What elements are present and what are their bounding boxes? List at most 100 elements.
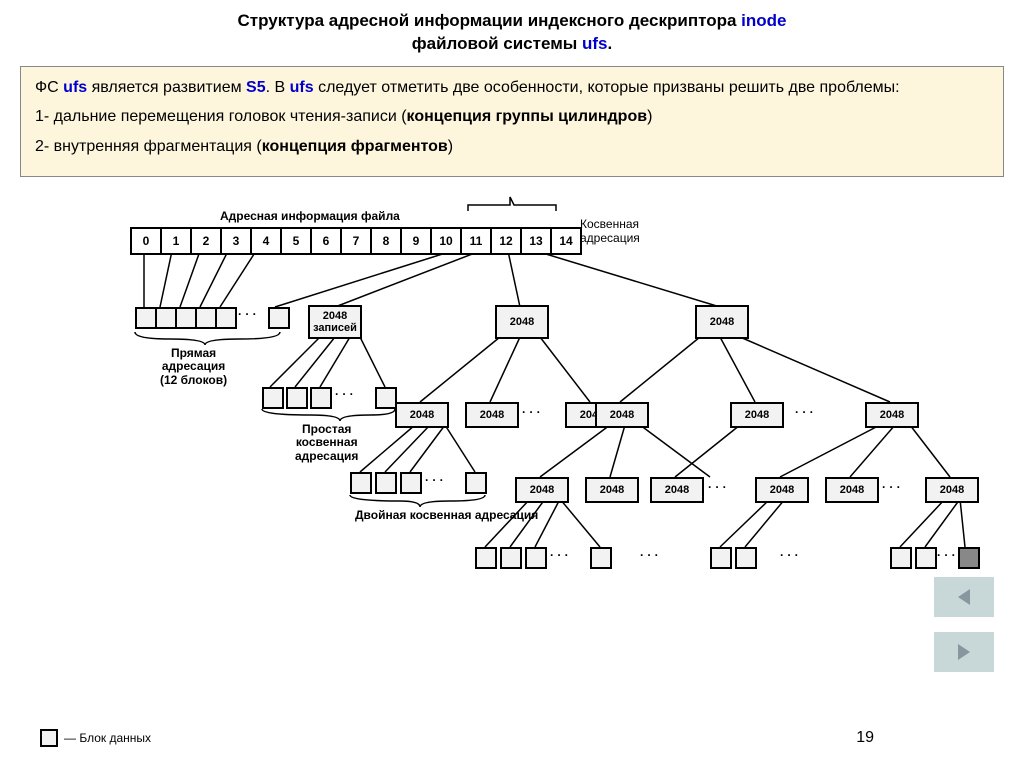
addr-cell: 10	[432, 229, 462, 253]
indirect-label-b: адресация	[580, 231, 640, 245]
slide-title: Структура адресной информации индексного…	[0, 0, 1024, 60]
addr-cell: 0	[132, 229, 162, 253]
data-block	[590, 547, 612, 569]
addr-cell: 2	[192, 229, 222, 253]
dots: · · ·	[640, 548, 659, 562]
data-block	[400, 472, 422, 494]
node-2048: 2048	[695, 305, 749, 339]
double-indirect-label: Двойная косвенная адресация	[355, 509, 538, 523]
dots: · · ·	[550, 548, 569, 562]
info-p1-d: следует отметить две особенности, которы…	[314, 79, 900, 96]
info-p1-a: ФС	[35, 79, 63, 96]
data-block	[710, 547, 732, 569]
title-text-2: файловой системы	[412, 34, 582, 53]
data-block	[350, 472, 372, 494]
dots: · · ·	[937, 548, 956, 562]
data-block	[465, 472, 487, 494]
direct-label: Прямая адресация (12 блоков)	[160, 347, 227, 388]
data-block	[262, 387, 284, 409]
node-2048: 2048	[925, 477, 979, 503]
legend: — Блок данных	[40, 729, 151, 747]
data-block	[375, 472, 397, 494]
next-button[interactable]	[934, 632, 994, 672]
indirect-label: Косвенная адресация	[580, 217, 640, 245]
addr-cell: 7	[342, 229, 372, 253]
address-row: 0 1 2 3 4 5 6 7 8 9 10 11 12 13 14	[130, 227, 582, 255]
data-block	[215, 307, 237, 329]
info-p1-b: является развитием	[87, 79, 246, 96]
node-2048: 2048	[395, 402, 449, 428]
info-p2-a: 1- дальние перемещения головок чтения-за…	[35, 108, 407, 125]
addr-cell: 11	[462, 229, 492, 253]
addr-cell: 3	[222, 229, 252, 253]
data-block	[500, 547, 522, 569]
node-2048-records: 2048 записей	[308, 305, 362, 339]
data-block	[735, 547, 757, 569]
data-block	[890, 547, 912, 569]
info-p1-c: . В	[266, 79, 290, 96]
simple-indirect-label: Простая косвенная адресация	[295, 423, 358, 464]
arrow-left-icon	[952, 585, 976, 609]
node-2048: 2048	[465, 402, 519, 428]
data-block	[268, 307, 290, 329]
addr-cell: 12	[492, 229, 522, 253]
data-block	[475, 547, 497, 569]
prev-button[interactable]	[934, 577, 994, 617]
addr-cell: 6	[312, 229, 342, 253]
dots: · · ·	[425, 473, 444, 487]
data-block	[525, 547, 547, 569]
dots: · · ·	[335, 387, 354, 401]
node-2048: 2048	[585, 477, 639, 503]
addr-cell: 5	[282, 229, 312, 253]
dots: · · ·	[522, 405, 541, 419]
data-block	[310, 387, 332, 409]
info-p1: ФС ufs является развитием S5. В ufs след…	[35, 77, 989, 99]
info-p3-c: )	[448, 138, 453, 155]
info-p3-b: концепция фрагментов	[262, 138, 448, 155]
info-p1-kw3: ufs	[290, 79, 314, 96]
dots: · · ·	[238, 307, 257, 321]
info-box: ФС ufs является развитием S5. В ufs след…	[20, 66, 1004, 177]
node-2048: 2048	[865, 402, 919, 428]
title-kw-ufs: ufs	[582, 34, 608, 53]
info-p2: 1- дальние перемещения головок чтения-за…	[35, 106, 989, 128]
info-p1-kw1: ufs	[63, 79, 87, 96]
title-kw-inode: inode	[741, 11, 786, 30]
addr-cell: 9	[402, 229, 432, 253]
indirect-label-a: Косвенная	[580, 217, 639, 231]
page-number: 19	[856, 729, 874, 747]
info-p2-b: концепция группы цилиндров	[407, 108, 648, 125]
data-block	[958, 547, 980, 569]
data-block	[915, 547, 937, 569]
addr-cell: 1	[162, 229, 192, 253]
addr-cell: 8	[372, 229, 402, 253]
title-text-3: .	[608, 34, 613, 53]
node-2048: 2048	[730, 402, 784, 428]
info-p2-c: )	[647, 108, 652, 125]
data-block	[175, 307, 197, 329]
info-p1-kw2: S5	[246, 79, 266, 96]
arrow-right-icon	[952, 640, 976, 664]
dots: · · ·	[795, 405, 814, 419]
data-block	[155, 307, 177, 329]
node-2048: 2048	[595, 402, 649, 428]
data-block	[135, 307, 157, 329]
node-2048: 2048	[495, 305, 549, 339]
data-block	[286, 387, 308, 409]
data-block	[375, 387, 397, 409]
addr-cell: 13	[522, 229, 552, 253]
dots: · · ·	[780, 548, 799, 562]
title-text-1: Структура адресной информации индексного…	[237, 11, 741, 30]
node-2048: 2048	[515, 477, 569, 503]
data-block	[195, 307, 217, 329]
addr-cell: 14	[552, 229, 580, 253]
inode-diagram: Адресная информация файла Косвенная адре…	[20, 187, 1004, 627]
legend-text: — Блок данных	[64, 731, 151, 745]
dots: · · ·	[882, 480, 901, 494]
legend-square-icon	[40, 729, 58, 747]
node-2048: 2048	[650, 477, 704, 503]
dots: · · ·	[708, 480, 727, 494]
info-p3-a: 2- внутренняя фрагментация (	[35, 138, 262, 155]
node-2048: 2048	[825, 477, 879, 503]
info-p3: 2- внутренняя фрагментация (концепция фр…	[35, 136, 989, 158]
